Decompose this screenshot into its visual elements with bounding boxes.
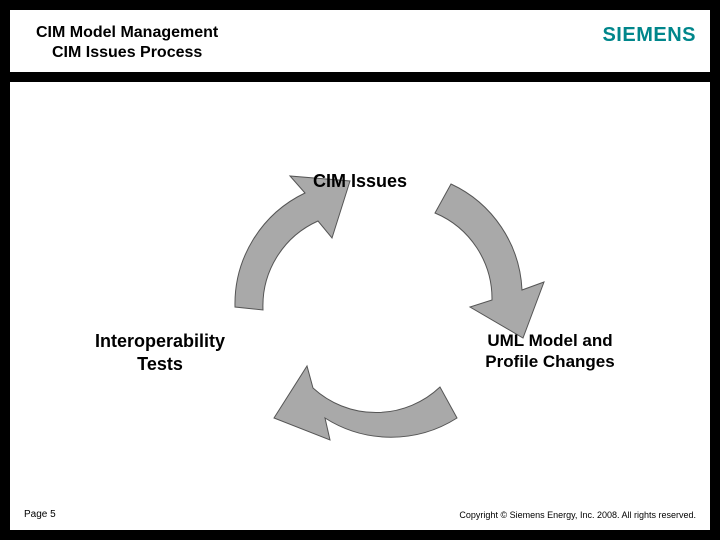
copyright-text: Copyright © Siemens Energy, Inc. 2008. A… [459, 510, 696, 520]
slide-title-line1: CIM Model Management [36, 24, 218, 42]
cycle-arrow-icon [274, 366, 457, 440]
cycle-arrow-icon [235, 176, 350, 310]
node-top-label: CIM Issues [260, 170, 460, 193]
slide: CIM Model Management CIM Issues Process … [0, 0, 720, 540]
cycle-arrows [10, 82, 710, 530]
page-number: Page 5 [24, 509, 56, 520]
header-panel: CIM Model Management CIM Issues Process … [10, 10, 710, 72]
cycle-arrow-icon [435, 184, 544, 338]
slide-body: CIM Issues UML Model andProfile Changes … [10, 82, 710, 530]
node-left-label: InteroperabilityTests [50, 330, 270, 375]
slide-title-line2: CIM Issues Process [52, 44, 202, 62]
node-right-label: UML Model andProfile Changes [450, 330, 650, 373]
siemens-logo: SIEMENS [602, 24, 696, 47]
